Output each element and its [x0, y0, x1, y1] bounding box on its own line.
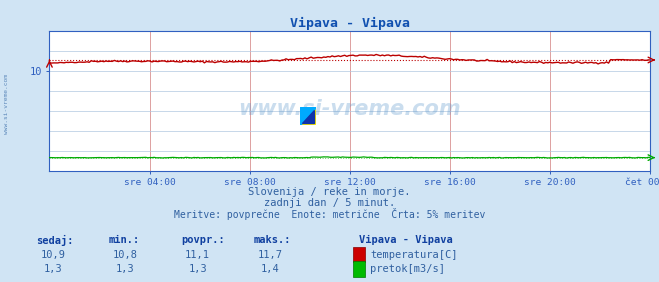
Text: 1,4: 1,4 — [261, 264, 279, 274]
Polygon shape — [302, 110, 314, 123]
Text: 11,1: 11,1 — [185, 250, 210, 259]
Text: Slovenija / reke in morje.: Slovenija / reke in morje. — [248, 187, 411, 197]
Text: pretok[m3/s]: pretok[m3/s] — [370, 264, 445, 274]
Text: 11,7: 11,7 — [258, 250, 283, 259]
Text: povpr.:: povpr.: — [181, 235, 225, 244]
Text: temperatura[C]: temperatura[C] — [370, 250, 458, 259]
Polygon shape — [300, 107, 316, 125]
Text: Meritve: povprečne  Enote: metrične  Črta: 5% meritev: Meritve: povprečne Enote: metrične Črta:… — [174, 208, 485, 220]
Text: Vipava - Vipava: Vipava - Vipava — [359, 235, 453, 245]
Text: zadnji dan / 5 minut.: zadnji dan / 5 minut. — [264, 199, 395, 208]
Text: 1,3: 1,3 — [116, 264, 134, 274]
Text: www.si-vreme.com: www.si-vreme.com — [239, 99, 461, 119]
Text: www.si-vreme.com: www.si-vreme.com — [4, 74, 9, 134]
Text: 1,3: 1,3 — [188, 264, 207, 274]
Text: 10,8: 10,8 — [113, 250, 138, 259]
Text: 10,9: 10,9 — [40, 250, 65, 259]
Title: Vipava - Vipava: Vipava - Vipava — [290, 17, 410, 30]
Polygon shape — [300, 107, 316, 125]
Text: maks.:: maks.: — [254, 235, 291, 244]
Text: min.:: min.: — [109, 235, 140, 244]
Text: sedaj:: sedaj: — [36, 235, 74, 246]
Text: 1,3: 1,3 — [43, 264, 62, 274]
